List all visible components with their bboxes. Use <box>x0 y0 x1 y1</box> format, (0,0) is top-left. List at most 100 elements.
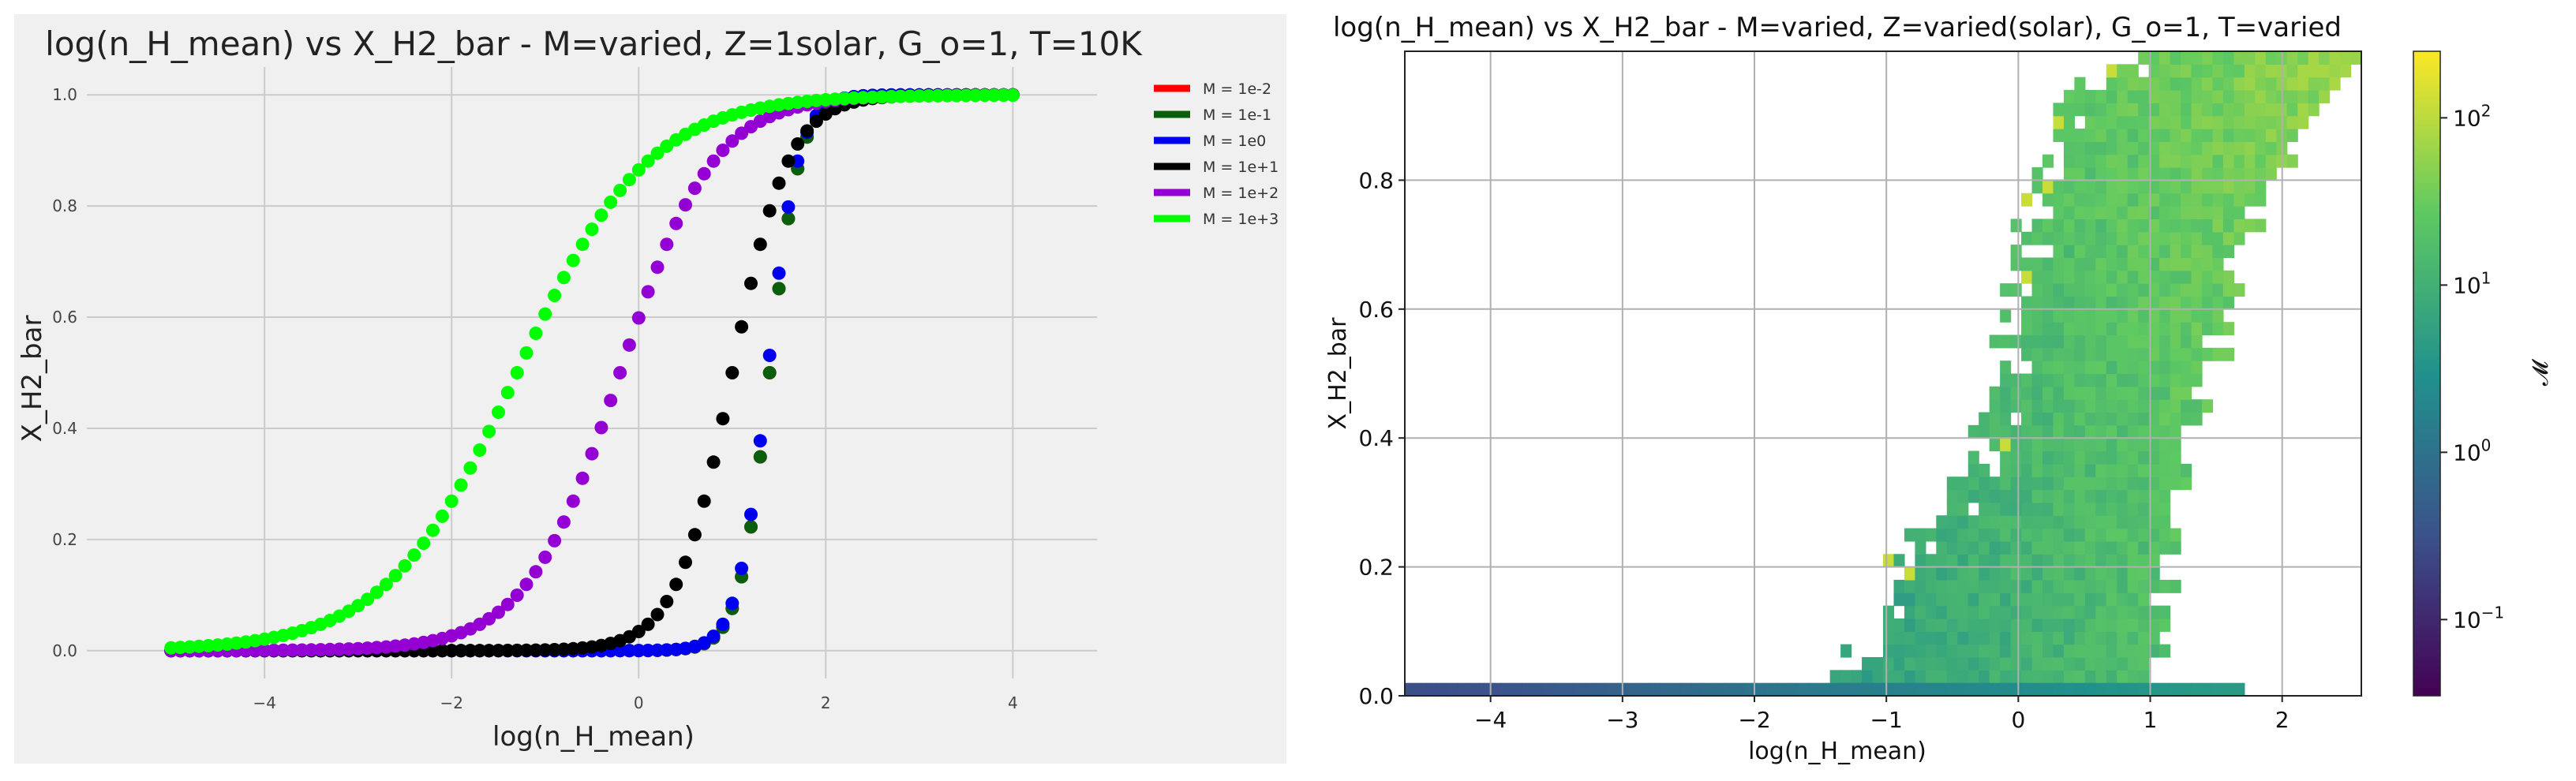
heatmap-cell <box>2191 90 2203 103</box>
heatmap-cell <box>2159 515 2171 529</box>
heatmap-cell <box>2202 206 2214 220</box>
heatmap-band-cell <box>1638 682 1650 696</box>
heatmap-cell <box>2074 219 2086 233</box>
heatmap-cell <box>2010 438 2022 452</box>
left-data-point <box>463 644 477 658</box>
left-data-point <box>631 625 646 638</box>
heatmap-cell <box>2181 296 2192 310</box>
heatmap-cell <box>2255 77 2267 91</box>
heatmap-cell <box>2265 77 2277 91</box>
heatmap-cell <box>1872 670 1884 684</box>
heatmap-cell <box>2127 502 2139 516</box>
heatmap-cell <box>2181 180 2192 194</box>
heatmap-cell <box>2138 489 2150 503</box>
heatmap-cell <box>1829 670 1841 684</box>
heatmap-band-cell <box>1553 682 1565 696</box>
heatmap-band-cell <box>1946 682 1958 696</box>
heatmap-cell <box>2000 631 2012 645</box>
heatmap-cell <box>1925 631 1937 645</box>
heatmap-cell <box>1968 566 1979 581</box>
heatmap-cell <box>2117 115 2129 129</box>
heatmap-band-cell <box>2202 682 2214 696</box>
heatmap-cell <box>2191 206 2203 220</box>
heatmap-cell <box>2095 103 2107 117</box>
heatmap-cell <box>2159 334 2171 349</box>
left-data-point <box>968 88 983 103</box>
heatmap-cell <box>2074 450 2086 465</box>
heatmap-cell <box>2117 361 2129 375</box>
heatmap-cell <box>2053 219 2065 233</box>
heatmap-band-cell <box>1734 682 1746 696</box>
heatmap-cell <box>1936 656 1948 671</box>
heatmap-cell <box>2117 347 2129 361</box>
heatmap-cell <box>2159 296 2171 310</box>
heatmap-cell <box>2106 373 2117 387</box>
heatmap-cell <box>2095 438 2107 452</box>
heatmap-cell <box>2084 373 2096 387</box>
heatmap-cell <box>2084 670 2096 684</box>
heatmap-cell <box>1957 579 1969 593</box>
right-x-tick-label: 0 <box>2011 707 2025 733</box>
heatmap-cell <box>2138 347 2150 361</box>
heatmap-cell <box>2095 206 2107 220</box>
colorbar-tick-exponent: 0 <box>2481 435 2492 454</box>
heatmap-cell <box>2148 540 2160 555</box>
heatmap-cell <box>2031 579 2043 593</box>
left-data-point <box>267 643 281 657</box>
heatmap-cell <box>1946 656 1958 671</box>
heatmap-cell <box>2212 103 2224 117</box>
left-data-point <box>893 89 908 103</box>
left-y-tick-label: 0.0 <box>52 641 77 660</box>
heatmap-cell <box>2031 592 2043 607</box>
heatmap-cell <box>2042 219 2054 233</box>
heatmap-cell <box>2000 656 2012 671</box>
left-data-point <box>604 195 618 209</box>
heatmap-cell <box>2063 115 2075 129</box>
heatmap-cell <box>2127 322 2139 336</box>
heatmap-cell <box>2159 540 2171 555</box>
heatmap-band-cell <box>1425 682 1437 696</box>
left-data-point <box>407 548 421 562</box>
legend-label: M = 1e+1 <box>1203 159 1279 176</box>
heatmap-band-cell <box>1489 682 1501 696</box>
heatmap-cell <box>2095 334 2107 349</box>
heatmap-cell <box>2222 219 2234 233</box>
left-y-tick-label: 0.6 <box>52 308 77 327</box>
heatmap-cell <box>2106 566 2117 581</box>
heatmap-cell <box>1946 540 1958 555</box>
left-chart-title: log(n_H_mean) vs X_H2_bar - M=varied, Z=… <box>45 24 1143 63</box>
heatmap-band-cell <box>1691 682 1703 696</box>
heatmap-cell <box>2063 103 2075 117</box>
heatmap-band-cell <box>2181 682 2192 696</box>
heatmap-cell <box>2031 334 2043 349</box>
heatmap-cell <box>2222 103 2234 117</box>
heatmap-cell <box>2021 463 2033 477</box>
left-data-point <box>679 198 692 212</box>
heatmap-cell <box>2063 502 2075 516</box>
heatmap-cell <box>2265 90 2277 103</box>
heatmap-cell <box>2202 129 2214 142</box>
right-y-tick-label: 0.4 <box>1358 425 1394 451</box>
heatmap-cell <box>2297 77 2309 91</box>
legend-label: M = 1e-2 <box>1203 80 1271 98</box>
heatmap-cell <box>2191 412 2203 426</box>
heatmap-cell <box>2074 502 2086 516</box>
heatmap-cell <box>2010 670 2022 684</box>
heatmap-cell <box>2053 412 2065 426</box>
heatmap-cell <box>2095 476 2107 491</box>
heatmap-cell <box>2031 283 2043 297</box>
heatmap-cell <box>2212 257 2224 271</box>
heatmap-cell <box>2138 399 2150 413</box>
heatmap-cell <box>2084 618 2096 632</box>
heatmap-cell <box>2255 115 2267 129</box>
heatmap-cell <box>2233 167 2245 181</box>
heatmap-cell <box>1915 644 1926 658</box>
heatmap-cell <box>1957 515 1969 529</box>
heatmap-cell <box>2010 554 2022 568</box>
heatmap-cell <box>2031 412 2043 426</box>
heatmap-cell <box>2244 90 2256 103</box>
heatmap-band-cell <box>1606 682 1618 696</box>
heatmap-cell <box>2265 129 2277 142</box>
heatmap-cell <box>2233 231 2245 245</box>
left-chart-panel: log(n_H_mean) vs X_H2_bar - M=varied, Z=… <box>14 14 1286 764</box>
